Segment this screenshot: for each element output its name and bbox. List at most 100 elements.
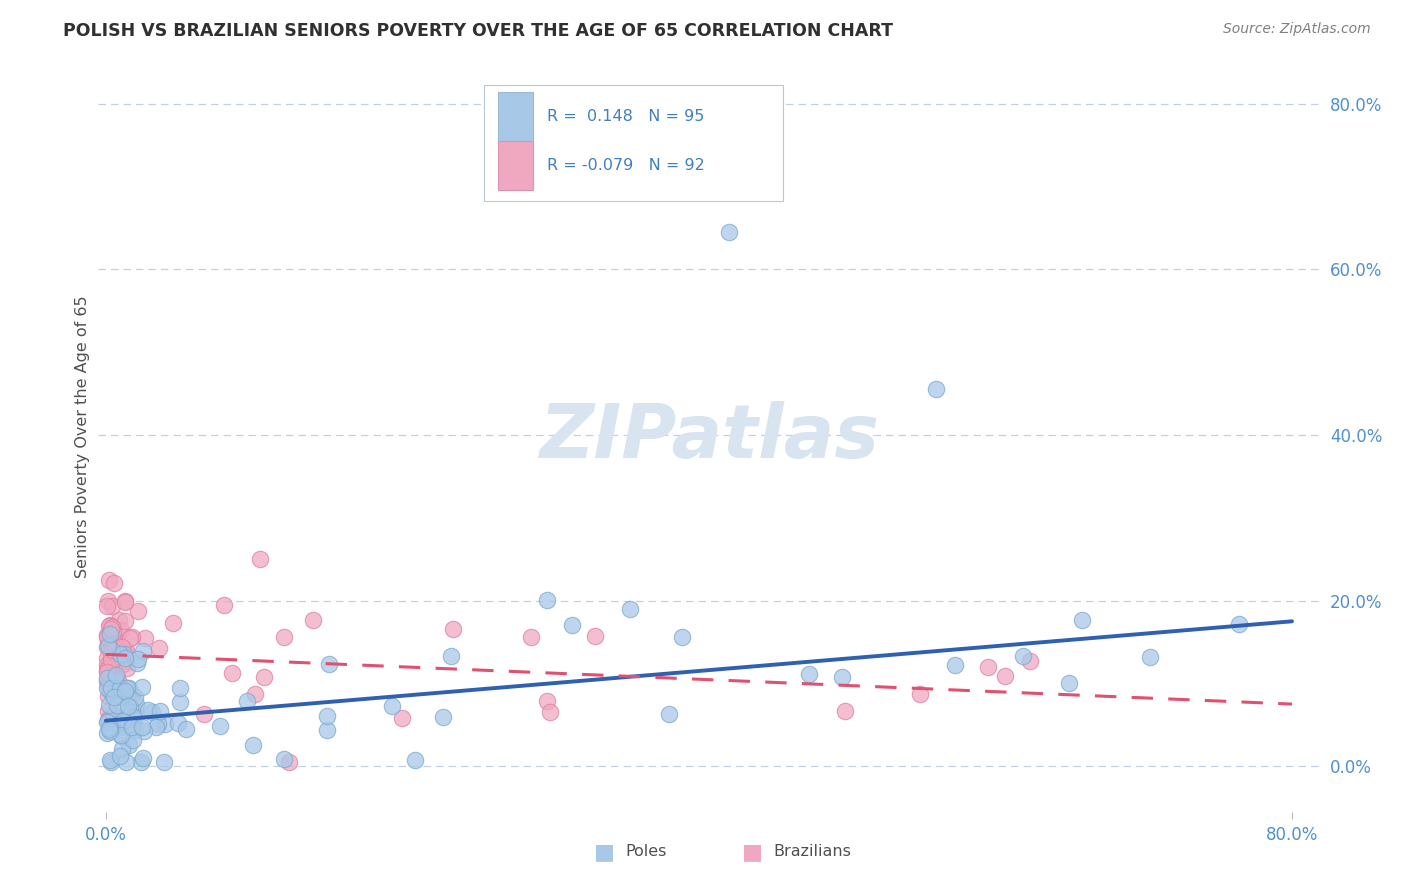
- Point: [125, 697, 148, 711]
- Point: [315, 723, 337, 738]
- Point: [193, 707, 215, 722]
- Point: [658, 707, 681, 722]
- Point: [97, 665, 120, 680]
- Point: [519, 630, 541, 644]
- Point: [404, 753, 426, 767]
- Point: [98, 676, 121, 690]
- Point: [114, 593, 136, 607]
- Point: [111, 742, 134, 756]
- Point: [797, 667, 820, 681]
- Point: [169, 681, 191, 695]
- Point: [108, 748, 131, 763]
- Point: [96, 665, 118, 679]
- Point: [243, 687, 266, 701]
- Point: [129, 755, 152, 769]
- Point: [831, 670, 853, 684]
- Bar: [498, 93, 533, 141]
- Point: [134, 631, 156, 645]
- Point: [108, 680, 131, 694]
- Point: [977, 660, 1000, 674]
- Point: [96, 628, 118, 642]
- Point: [110, 683, 132, 698]
- Point: [115, 642, 138, 657]
- Point: [105, 667, 128, 681]
- Point: [124, 705, 146, 719]
- Point: [994, 669, 1017, 683]
- Point: [96, 663, 118, 677]
- Point: [146, 717, 169, 731]
- Text: POLISH VS BRAZILIAN SENIORS POVERTY OVER THE AGE OF 65 CORRELATION CHART: POLISH VS BRAZILIAN SENIORS POVERTY OVER…: [63, 22, 893, 40]
- Text: Brazilians: Brazilians: [773, 845, 851, 859]
- Point: [111, 640, 134, 654]
- Point: [103, 575, 125, 590]
- Point: [105, 698, 128, 712]
- Point: [98, 720, 121, 734]
- Point: [114, 656, 136, 670]
- Point: [101, 643, 124, 657]
- Point: [1227, 616, 1250, 631]
- Point: [103, 690, 125, 705]
- Point: [97, 594, 120, 608]
- Point: [111, 714, 134, 728]
- Point: [121, 688, 143, 702]
- Point: [1019, 654, 1042, 668]
- Point: [273, 630, 295, 644]
- Point: [104, 671, 127, 685]
- Point: [249, 551, 271, 566]
- Point: [97, 713, 120, 727]
- Point: [124, 712, 146, 726]
- Point: [103, 691, 125, 706]
- Point: [97, 722, 120, 736]
- Point: [96, 681, 118, 695]
- Point: [97, 714, 120, 729]
- Point: [98, 574, 121, 588]
- Point: [945, 658, 967, 673]
- Point: [100, 637, 122, 651]
- Point: [127, 604, 149, 618]
- Point: [97, 690, 120, 704]
- Point: [110, 728, 132, 742]
- Point: [98, 661, 121, 675]
- Text: ■: ■: [595, 842, 614, 862]
- Point: [101, 620, 124, 634]
- Point: [108, 681, 131, 695]
- Point: [536, 593, 558, 607]
- Point: [118, 700, 141, 714]
- Point: [114, 595, 136, 609]
- Point: [98, 753, 121, 767]
- Point: [111, 683, 134, 698]
- Point: [153, 755, 176, 769]
- Point: [252, 670, 274, 684]
- Text: Source: ZipAtlas.com: Source: ZipAtlas.com: [1223, 22, 1371, 37]
- Point: [391, 711, 413, 725]
- Point: [212, 598, 235, 612]
- Point: [110, 677, 132, 691]
- Point: [221, 665, 243, 680]
- Point: [278, 755, 301, 769]
- Point: [96, 725, 118, 739]
- Point: [169, 694, 191, 708]
- Point: [908, 687, 931, 701]
- Point: [127, 652, 149, 666]
- Point: [96, 640, 118, 654]
- Point: [619, 602, 641, 616]
- Point: [107, 716, 129, 731]
- Bar: [498, 141, 533, 190]
- Point: [96, 671, 118, 685]
- Point: [101, 721, 124, 735]
- Point: [302, 614, 325, 628]
- Point: [118, 681, 141, 695]
- Point: [717, 225, 740, 239]
- Point: [107, 670, 129, 684]
- Point: [100, 652, 122, 666]
- Point: [443, 622, 465, 636]
- Point: [273, 752, 295, 766]
- Point: [132, 751, 155, 765]
- Text: R =  0.148   N = 95: R = 0.148 N = 95: [547, 109, 704, 124]
- Point: [103, 709, 125, 723]
- Point: [98, 683, 121, 698]
- Point: [112, 721, 135, 735]
- Point: [153, 717, 176, 731]
- Point: [100, 723, 122, 738]
- Point: [96, 651, 118, 665]
